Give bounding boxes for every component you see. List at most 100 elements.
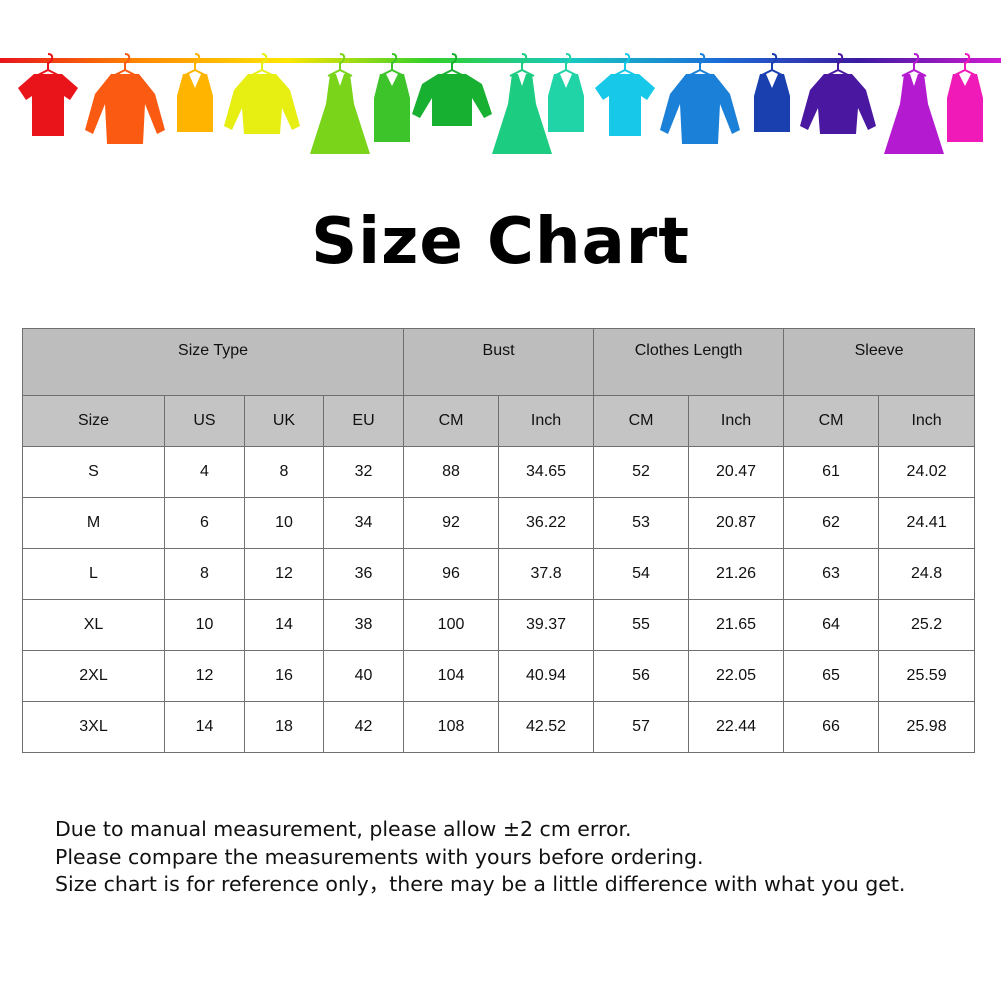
table-cell: 92 [403,497,500,549]
hanger-icon [901,53,927,77]
sub-header-cell: CM [403,395,500,447]
hanger-icon [553,53,579,77]
table-cell: 34 [322,497,405,549]
header-bust: Bust [403,328,595,396]
table-cell: 8 [164,548,245,600]
t-shirt-icon [595,53,655,136]
table-row: S 4 8 32 88 34.65 52 20.47 61 24.02 [22,446,976,498]
table-cell: 37.8 [498,548,595,600]
table-cell: 32 [322,446,405,498]
table-cell: 18 [244,701,324,753]
long-sleeve-icon [412,53,492,126]
shirt-icon [85,53,165,144]
table-cell: XL [22,599,165,651]
table-cell: 24.41 [878,497,976,549]
hanger-icon [379,53,405,77]
table-cell: 38 [322,599,405,651]
table-cell: 16 [244,650,324,702]
hanger-icon [249,53,275,77]
table-cell: 6 [164,497,245,549]
table-cell: 36.22 [498,497,595,549]
table-cell: 104 [403,650,500,702]
sweater-icon [800,53,876,134]
hanger-icon [759,53,785,77]
tank-top-icon [754,53,790,132]
hanger-icon [439,53,465,77]
table-cell: 62 [783,497,880,549]
table-cell: 12 [164,650,245,702]
table-cell: 66 [783,701,880,753]
table-cell: 21.65 [688,599,785,651]
table-row: 2XL 12 16 40 104 40.94 56 22.05 65 25.59 [22,650,976,702]
table-cell: 96 [403,548,500,600]
belted-dress-icon [374,53,410,142]
table-cell: 54 [593,548,690,600]
table-cell: 42 [322,701,405,753]
sub-header-cell: Inch [878,395,976,447]
table-cell: M [22,497,165,549]
hanger-icon [509,53,535,77]
table-cell: 61 [783,446,880,498]
table-cell: 108 [403,701,500,753]
note-line: Please compare the measurements with you… [55,844,704,869]
header-size-type: Size Type [21,328,405,396]
tank-top-icon [177,53,213,132]
belted-dress-icon [947,53,983,142]
clothes-rack-banner [0,53,1001,154]
table-cell: 55 [593,599,690,651]
note-line: Size chart is for reference only，there m… [55,872,906,896]
sub-header-cell: UK [244,395,324,447]
t-shirt-icon [18,53,78,136]
table-cell: 24.02 [878,446,976,498]
hanger-icon [112,53,138,77]
shirt-icon [660,53,740,144]
table-cell: 53 [593,497,690,549]
table-cell: 10 [164,599,245,651]
table-cell: 64 [783,599,880,651]
table-cell: 88 [403,446,500,498]
header-clothes-length: Clothes Length [593,328,785,396]
dress-icon [492,53,552,154]
dress-icon [310,53,370,154]
sub-header-cell: Inch [498,395,595,447]
hanger-icon [687,53,713,77]
table-cell: S [22,446,165,498]
table-cell: 14 [164,701,245,753]
sub-header-row: Size US UK EU CM Inch CM Inch CM Inch [22,395,976,447]
table-cell: 40.94 [498,650,595,702]
hanger-icon [612,53,638,77]
hanger-icon [825,53,851,77]
table-cell: 52 [593,446,690,498]
tank-top-icon [548,53,584,132]
hanger-icon [327,53,353,77]
table-cell: 42.52 [498,701,595,753]
sub-header-cell: Inch [688,395,785,447]
table-cell: 10 [244,497,324,549]
table-row: L 8 12 36 96 37.8 54 21.26 63 24.8 [22,548,976,600]
table-cell: 22.05 [688,650,785,702]
sub-header-cell: CM [593,395,690,447]
table-cell: 8 [244,446,324,498]
note-line: Due to manual measurement, please allow … [55,817,632,841]
table-cell: 24.8 [878,548,976,600]
hanger-icon [35,53,61,77]
table-cell: 25.2 [878,599,976,651]
table-cell: 25.59 [878,650,976,702]
sweater-icon [224,53,300,134]
size-chart-table: Size Type Bust Clothes Length Sleeve Siz… [21,328,976,753]
table-cell: 22.44 [688,701,785,753]
table-cell: 21.26 [688,548,785,600]
table-cell: 65 [783,650,880,702]
table-cell: 36 [322,548,405,600]
group-header-row: Size Type Bust Clothes Length Sleeve [21,328,976,396]
table-cell: 3XL [22,701,165,753]
table-cell: 2XL [22,650,165,702]
table-cell: 20.47 [688,446,785,498]
sub-header-cell: Size [22,395,165,447]
table-cell: 56 [593,650,690,702]
dress-icon [884,53,944,154]
table-cell: 34.65 [498,446,595,498]
table-cell: 12 [244,548,324,600]
sub-header-cell: CM [783,395,880,447]
table-cell: 20.87 [688,497,785,549]
